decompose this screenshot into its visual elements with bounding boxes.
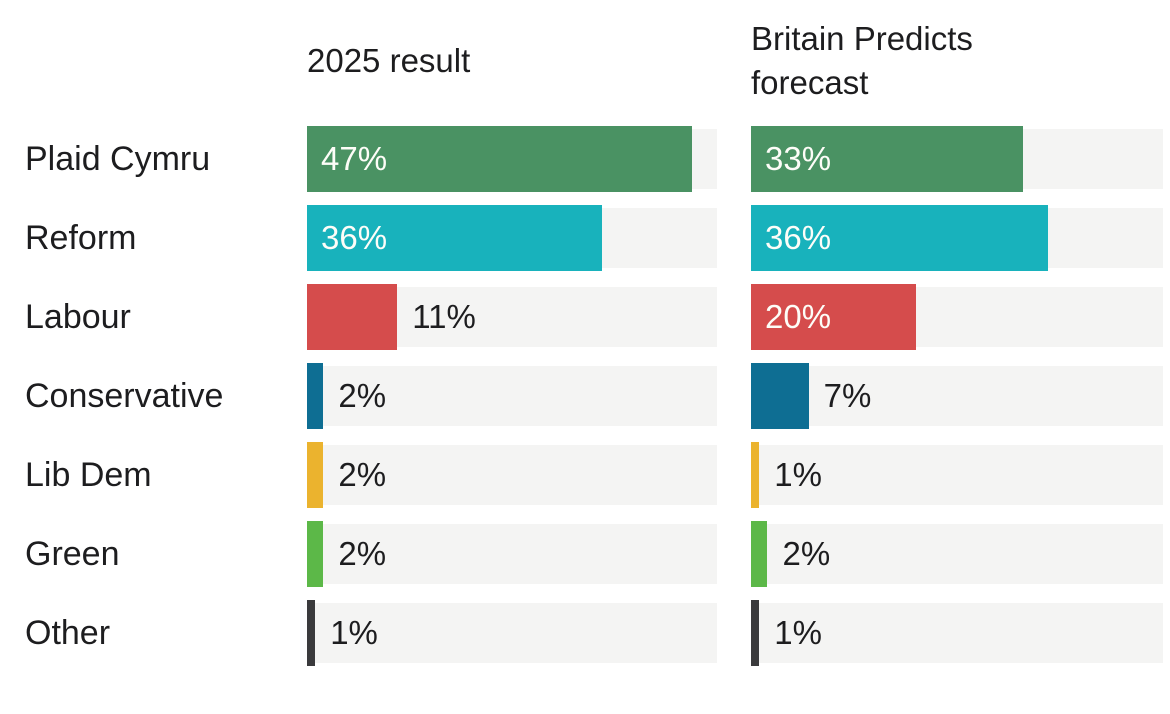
value-label: 36%: [765, 219, 832, 256]
value-label: 1%: [330, 614, 378, 651]
column-header-forecast-text: Britain Predicts forecast: [751, 20, 973, 101]
party-label: Conservative: [25, 376, 224, 415]
party-label: Labour: [25, 297, 131, 336]
bar-track-result: 2%: [307, 363, 717, 429]
value-label: 2%: [338, 377, 387, 414]
value-label: 2%: [782, 535, 831, 572]
column-headers: 2025 result Britain Predicts forecast: [25, 16, 1170, 106]
value-label: 1%: [774, 614, 822, 651]
party-label: Reform: [25, 218, 137, 257]
bar-track-result: 2%: [307, 521, 717, 587]
bar-track-forecast: 2%: [751, 521, 1163, 587]
bar-result: [307, 600, 316, 666]
bar-track-result: 36%: [307, 205, 717, 271]
bar-result: [307, 205, 603, 271]
bar-track-forecast: 33%: [751, 126, 1163, 192]
bar-forecast: [751, 600, 760, 666]
chart-rows: Plaid Cymru 47% 33% Reform 36% 36% Labour 11% 20…: [25, 126, 1170, 666]
party-label: Other: [25, 613, 111, 652]
bar-result: [307, 284, 398, 350]
bar-track-forecast: 36%: [751, 205, 1163, 271]
bar-result: [307, 442, 324, 508]
bar-forecast: [751, 363, 809, 429]
bar-track-forecast: 1%: [751, 600, 1163, 666]
party-label: Green: [25, 534, 120, 573]
bar-track-result: 1%: [307, 600, 717, 666]
value-label: 11%: [412, 298, 476, 335]
bar-track-forecast: 20%: [751, 284, 1163, 350]
value-label: 47%: [321, 140, 388, 177]
value-label: 33%: [765, 140, 832, 177]
chart-row: Green 2% 2%: [25, 521, 1170, 587]
chart-row: Lib Dem 2% 1%: [25, 442, 1170, 508]
party-label: Plaid Cymru: [25, 139, 211, 178]
column-header-result: 2025 result: [307, 39, 717, 83]
bar-forecast: [751, 284, 916, 350]
chart-row: Labour 11% 20%: [25, 284, 1170, 350]
bar-forecast: [751, 521, 768, 587]
value-label: 20%: [765, 298, 832, 335]
chart-row: Conservative 2% 7%: [25, 363, 1170, 429]
bar-track-result: 47%: [307, 126, 717, 192]
bar-track-forecast: 1%: [751, 442, 1163, 508]
column-header-result-text: 2025 result: [307, 42, 471, 80]
bar-forecast: [751, 205, 1048, 271]
value-label: 7%: [823, 377, 872, 414]
bar-track-forecast: 7%: [751, 363, 1163, 429]
chart-row: Plaid Cymru 47% 33%: [25, 126, 1170, 192]
chart-row: Reform 36% 36%: [25, 205, 1170, 271]
bar-track-result: 11%: [307, 284, 717, 350]
bar-result: [307, 521, 324, 587]
value-label: 1%: [774, 456, 822, 493]
bar-forecast: [751, 126, 1023, 192]
bar-result: [307, 126, 693, 192]
value-label: 2%: [338, 535, 387, 572]
party-label: Lib Dem: [25, 455, 152, 494]
bar-result: [307, 363, 324, 429]
bar-forecast: [751, 442, 760, 508]
bar-track-result: 2%: [307, 442, 717, 508]
column-header-forecast: Britain Predicts forecast: [751, 17, 1163, 104]
chart-row: Other 1% 1%: [25, 600, 1170, 666]
value-label: 36%: [321, 219, 388, 256]
value-label: 2%: [338, 456, 387, 493]
